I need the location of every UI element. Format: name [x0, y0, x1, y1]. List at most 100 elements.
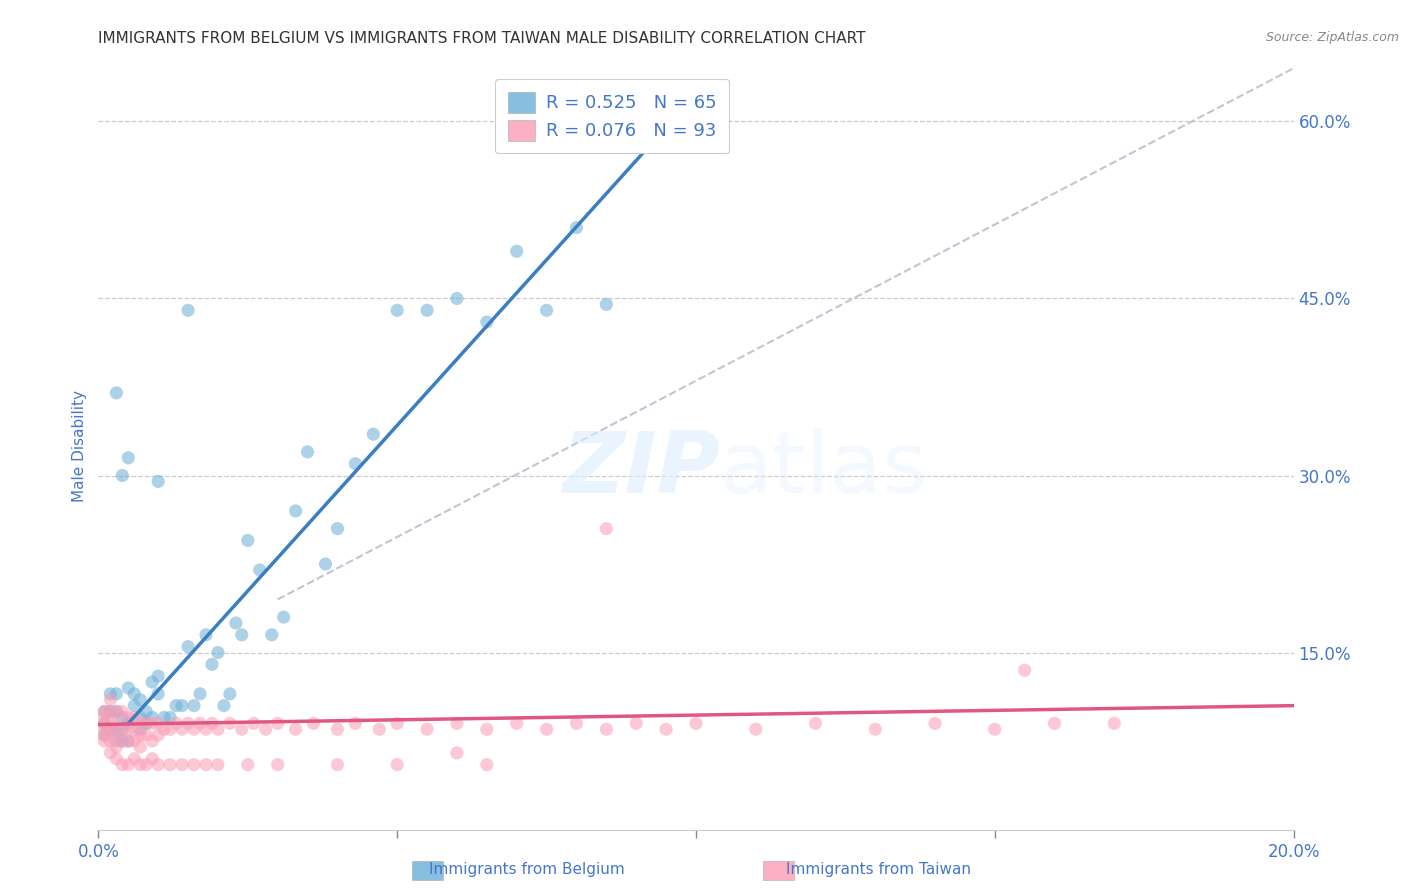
- Point: [368, 723, 391, 737]
- Point: [326, 757, 349, 772]
- Point: [536, 303, 558, 318]
- Point: [105, 705, 128, 719]
- Point: [124, 723, 146, 737]
- Point: [446, 292, 468, 306]
- Point: [93, 705, 115, 719]
- Point: [302, 716, 325, 731]
- Point: [129, 692, 152, 706]
- Point: [984, 723, 1007, 737]
- Point: [135, 757, 157, 772]
- Point: [153, 723, 176, 737]
- Point: [98, 723, 122, 737]
- Point: [159, 710, 181, 724]
- Point: [172, 698, 194, 713]
- Text: ZIP: ZIP: [562, 427, 720, 510]
- Point: [93, 710, 115, 724]
- Point: [124, 687, 146, 701]
- Point: [124, 710, 146, 724]
- Point: [188, 687, 211, 701]
- Point: [105, 687, 128, 701]
- Point: [177, 716, 200, 731]
- Point: [804, 716, 827, 731]
- Point: [201, 657, 224, 672]
- Point: [595, 297, 617, 311]
- Point: [98, 687, 122, 701]
- Point: [446, 716, 468, 731]
- Point: [148, 757, 170, 772]
- Point: [165, 698, 187, 713]
- Point: [141, 716, 163, 731]
- Point: [865, 723, 887, 737]
- Point: [416, 303, 439, 318]
- Point: [1043, 716, 1066, 731]
- Point: [315, 557, 337, 571]
- Text: atlas: atlas: [720, 427, 928, 510]
- Point: [595, 723, 617, 737]
- Point: [148, 475, 170, 489]
- Point: [212, 698, 235, 713]
- Point: [117, 723, 139, 737]
- Text: Source: ZipAtlas.com: Source: ZipAtlas.com: [1265, 31, 1399, 45]
- Point: [148, 687, 170, 701]
- Point: [172, 757, 194, 772]
- Point: [124, 698, 146, 713]
- Point: [159, 723, 181, 737]
- Point: [93, 728, 115, 742]
- Point: [148, 728, 170, 742]
- Point: [98, 716, 122, 731]
- Point: [183, 723, 205, 737]
- Point: [93, 716, 115, 731]
- Point: [446, 746, 468, 760]
- Point: [260, 628, 283, 642]
- Point: [385, 716, 409, 731]
- Point: [172, 723, 194, 737]
- Point: [117, 734, 139, 748]
- Point: [506, 244, 529, 259]
- Point: [105, 716, 128, 731]
- Point: [219, 687, 242, 701]
- Point: [183, 698, 205, 713]
- Point: [249, 563, 271, 577]
- Point: [363, 427, 385, 442]
- Point: [105, 723, 128, 737]
- Point: [183, 757, 205, 772]
- Point: [135, 716, 157, 731]
- Point: [565, 716, 588, 731]
- Point: [195, 723, 218, 737]
- Point: [98, 705, 122, 719]
- Point: [105, 739, 128, 754]
- Point: [111, 734, 134, 748]
- Point: [93, 705, 115, 719]
- Point: [1014, 663, 1036, 677]
- Point: [385, 757, 409, 772]
- Point: [219, 716, 242, 731]
- Point: [207, 757, 229, 772]
- Point: [326, 522, 349, 536]
- Point: [745, 723, 768, 737]
- Point: [416, 723, 439, 737]
- Point: [111, 757, 134, 772]
- Point: [273, 610, 295, 624]
- Point: [111, 705, 134, 719]
- Point: [105, 728, 128, 742]
- Point: [148, 669, 170, 683]
- Point: [93, 734, 115, 748]
- Point: [595, 522, 617, 536]
- Point: [626, 126, 648, 140]
- Point: [141, 710, 163, 724]
- Point: [111, 710, 134, 724]
- Point: [98, 746, 122, 760]
- Point: [105, 705, 128, 719]
- Point: [188, 716, 211, 731]
- Point: [267, 716, 290, 731]
- Point: [129, 739, 152, 754]
- Point: [165, 716, 187, 731]
- Point: [98, 692, 122, 706]
- Point: [117, 716, 139, 731]
- Point: [385, 303, 409, 318]
- Point: [141, 675, 163, 690]
- Point: [129, 716, 152, 731]
- Point: [565, 220, 588, 235]
- Point: [98, 705, 122, 719]
- Point: [148, 716, 170, 731]
